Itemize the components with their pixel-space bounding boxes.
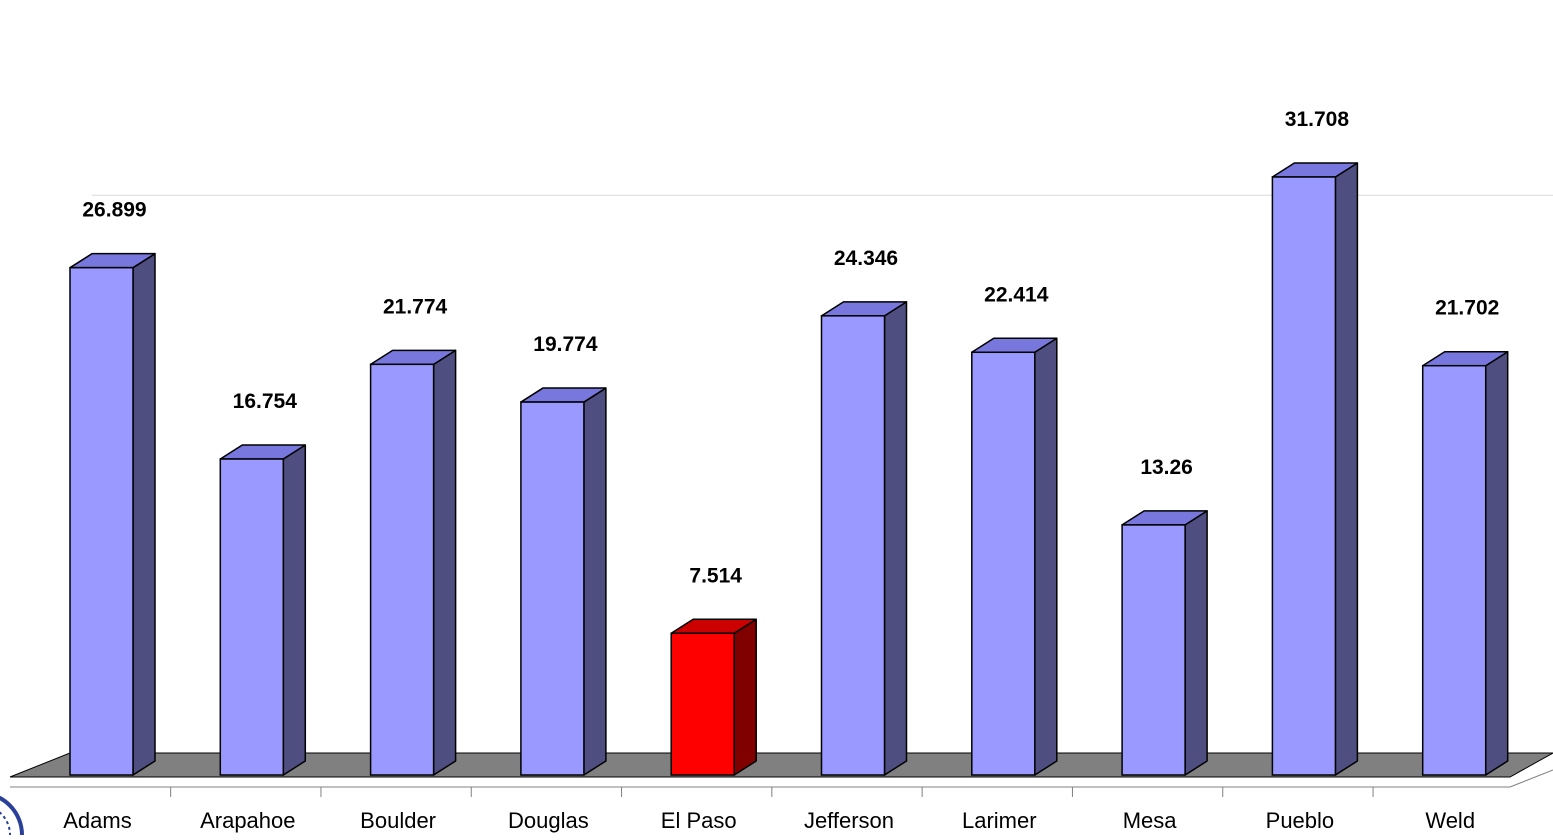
bar-weld (1421, 350, 1509, 776)
data-label: 13.26 (1140, 456, 1193, 479)
x-tick-label: Arapahoe (200, 808, 295, 833)
bar-side (1334, 162, 1359, 776)
bar-front (971, 351, 1036, 776)
data-label: 22.414 (984, 283, 1049, 306)
x-axis-depth-line (1509, 769, 1553, 788)
bar-front (1271, 176, 1337, 776)
bar-side (1034, 337, 1058, 776)
data-label: 31.708 (1285, 108, 1350, 131)
bar-front (520, 401, 585, 776)
bar-side (883, 301, 908, 776)
bar-front (69, 266, 134, 776)
x-tick-label: Larimer (962, 808, 1037, 833)
bars (69, 162, 1509, 776)
data-label: 16.754 (233, 390, 298, 413)
x-tick-label: El Paso (661, 808, 737, 833)
data-label: 24.346 (834, 247, 898, 270)
bar-front (1121, 524, 1186, 776)
bar-pueblo (1271, 162, 1359, 776)
bar-el-paso (670, 618, 757, 776)
bar-side (583, 387, 607, 776)
seal-ring (0, 795, 24, 840)
bar-jefferson (820, 301, 908, 776)
data-label: 21.774 (383, 295, 448, 318)
data-label: 26.899 (82, 199, 146, 222)
bar-douglas (520, 387, 607, 776)
bar-larimer (971, 337, 1058, 776)
value-labels: 26.899 16.754 21.774 19.774 7.514 24.346 22.41… (82, 108, 1499, 587)
bar-front (369, 363, 435, 776)
bar-side (1484, 350, 1509, 776)
x-tick-label: Mesa (1123, 808, 1178, 833)
bar-boulder (369, 349, 457, 776)
data-label: 21.702 (1435, 297, 1499, 320)
bar-side (1184, 510, 1208, 776)
bar-adams (69, 252, 156, 776)
bar-front (1421, 364, 1487, 776)
x-tick-label: Douglas (508, 808, 589, 833)
bar-side (733, 618, 757, 776)
bar-front (820, 315, 886, 776)
x-tick-label: Pueblo (1266, 808, 1335, 833)
bar-side (432, 349, 457, 776)
bar-side (132, 252, 156, 776)
bar-side (282, 444, 307, 776)
category-axis: Adams Arapahoe Boulder Douglas El Paso Jeffer… (10, 769, 1553, 833)
x-tick-label: Weld (1425, 808, 1475, 833)
bar-front (219, 458, 285, 776)
x-tick-label: Adams (63, 808, 131, 833)
data-label: 7.514 (689, 564, 742, 587)
seal-logo (0, 795, 24, 840)
bar-front (670, 632, 735, 776)
bar-mesa (1121, 510, 1208, 776)
bar-arapahoe (219, 444, 307, 776)
x-tick-label: Jefferson (804, 808, 894, 833)
x-tick-label: Boulder (360, 808, 436, 833)
data-label: 19.774 (533, 333, 598, 356)
